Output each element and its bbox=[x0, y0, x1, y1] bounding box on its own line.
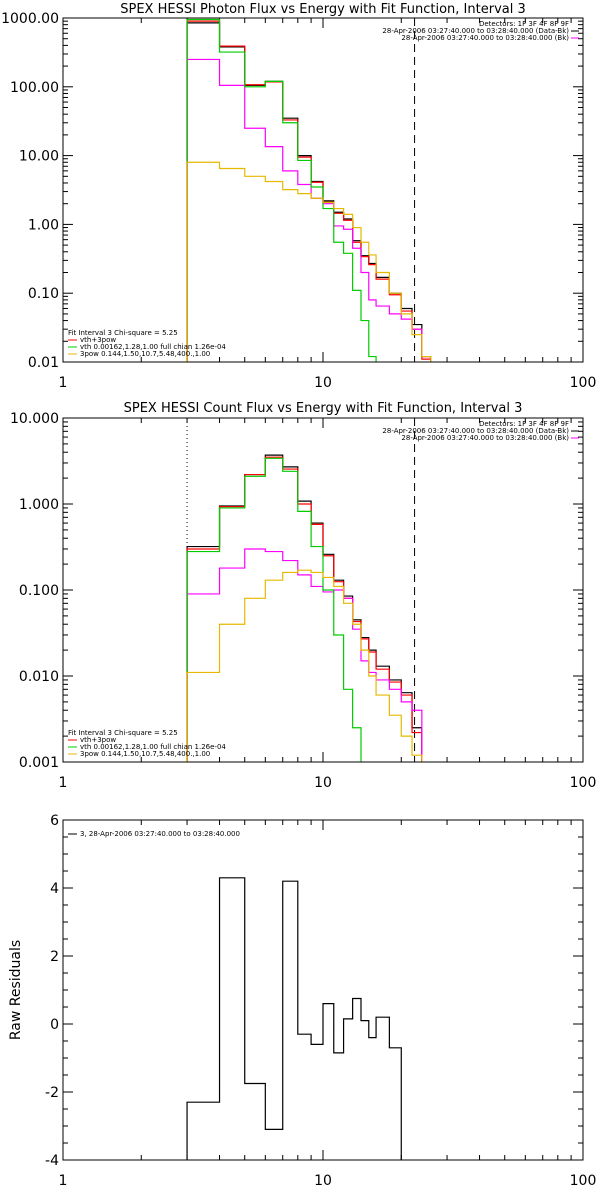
y-tick-label: 4 bbox=[50, 881, 59, 897]
y-tick-label: 10.000 bbox=[10, 411, 59, 427]
chart-panel-1: SPEX HESSI Photon Flux vs Energy with Fi… bbox=[1, 2, 596, 391]
series-line-2 bbox=[186, 456, 423, 762]
legend-entry: vth+3pow bbox=[80, 336, 116, 344]
y-tick-label: 1000.00 bbox=[1, 11, 59, 27]
series-line-1 bbox=[186, 22, 432, 362]
series-line-5 bbox=[186, 161, 432, 362]
legend-entry: 3, 28-Apr-2006 03:27:40.000 to 03:28:40.… bbox=[80, 830, 240, 838]
x-tick-label: 10 bbox=[314, 775, 332, 791]
x-tick-label: 10 bbox=[314, 1173, 332, 1189]
x-tick-label: 1 bbox=[59, 1173, 68, 1189]
plot-frame bbox=[62, 417, 584, 763]
header-text: 28-Apr-2006 03:27:40.000 to 03:28:40.000… bbox=[401, 434, 569, 442]
legend-entry: 3pow 0.144,1.50,10.7,5.48,400.,1.00 bbox=[80, 350, 210, 358]
y-axis-label: Raw Residuals bbox=[8, 940, 24, 1040]
chart-panel-2: SPEX HESSI Count Flux vs Energy with Fit… bbox=[10, 401, 596, 791]
legend-entry: 3pow 0.144,1.50,10.7,5.48,400.,1.00 bbox=[80, 750, 210, 758]
series-line-4 bbox=[186, 18, 377, 362]
x-tick-label: 100 bbox=[570, 1173, 597, 1189]
series-line-1 bbox=[186, 877, 402, 1160]
plot-frame bbox=[62, 17, 584, 363]
series-line-5 bbox=[186, 569, 423, 762]
legend-entry: Fit Interval 3 Chi-square = 5.25 bbox=[68, 329, 178, 337]
y-tick-label: 0.010 bbox=[19, 669, 59, 685]
series-line-3 bbox=[186, 58, 432, 362]
x-tick-label: 10 bbox=[314, 375, 332, 391]
y-tick-label: 0 bbox=[50, 1017, 59, 1033]
y-tick-label: 0.10 bbox=[28, 286, 59, 302]
series-line-2 bbox=[186, 20, 432, 362]
x-tick-label: 100 bbox=[570, 375, 597, 391]
legend-entry: vth 0.00162,1.28,1.00 full chian 1.26e-0… bbox=[80, 343, 226, 351]
y-tick-label: -2 bbox=[45, 1085, 59, 1101]
series-line-3 bbox=[186, 548, 423, 762]
series-line-4 bbox=[186, 457, 362, 762]
header-text: 28-Apr-2006 03:27:40.000 to 03:28:40.000… bbox=[382, 427, 569, 435]
series-group bbox=[186, 18, 432, 362]
y-axis-ticks bbox=[63, 819, 583, 1161]
x-axis-ticks bbox=[62, 418, 572, 762]
y-tick-label: 10.00 bbox=[19, 149, 59, 165]
plot-frame bbox=[62, 819, 584, 1161]
legend-entry: vth 0.00162,1.28,1.00 full chian 1.26e-0… bbox=[80, 743, 226, 751]
x-tick-label: 1 bbox=[59, 775, 68, 791]
series-group bbox=[186, 454, 423, 762]
chart-title: SPEX HESSI Photon Flux vs Energy with Fi… bbox=[120, 2, 526, 17]
y-tick-label: 1.000 bbox=[19, 497, 59, 513]
x-tick-label: 1 bbox=[59, 375, 68, 391]
legend-entry: Fit Interval 3 Chi-square = 5.25 bbox=[68, 729, 178, 737]
legend-entry: vth+3pow bbox=[80, 736, 116, 744]
series-group bbox=[186, 877, 402, 1160]
y-tick-label: 100.00 bbox=[10, 80, 59, 96]
y-tick-label: 0.100 bbox=[19, 583, 59, 599]
header-text: 28-Apr-2006 03:27:40.000 to 03:28:40.000… bbox=[382, 27, 569, 35]
x-axis-ticks bbox=[62, 820, 572, 1160]
y-tick-label: 6 bbox=[50, 813, 59, 829]
y-axis-ticks bbox=[63, 421, 583, 763]
header-text: 28-Apr-2006 03:27:40.000 to 03:28:40.000… bbox=[401, 34, 569, 42]
series-line-1 bbox=[186, 454, 423, 762]
chart-panel-3: Raw Residuals 1 10 100 -4 -2 0 2 4 6 3, 28-Apr-200… bbox=[8, 813, 596, 1189]
y-tick-label: 0.001 bbox=[19, 755, 59, 771]
y-tick-label: 2 bbox=[50, 949, 59, 965]
header-text: Detectors: 1F 3F 4F 8F 9F bbox=[479, 420, 569, 428]
header-text: Detectors: 1F 3F 4F 8F 9F bbox=[479, 20, 569, 28]
y-tick-label: -4 bbox=[45, 1153, 59, 1169]
y-tick-label: 1.00 bbox=[28, 217, 59, 233]
x-tick-label: 100 bbox=[570, 775, 597, 791]
chart-title: SPEX HESSI Count Flux vs Energy with Fit… bbox=[124, 401, 523, 416]
y-tick-label: 0.01 bbox=[28, 355, 59, 371]
x-axis-ticks bbox=[62, 18, 572, 362]
